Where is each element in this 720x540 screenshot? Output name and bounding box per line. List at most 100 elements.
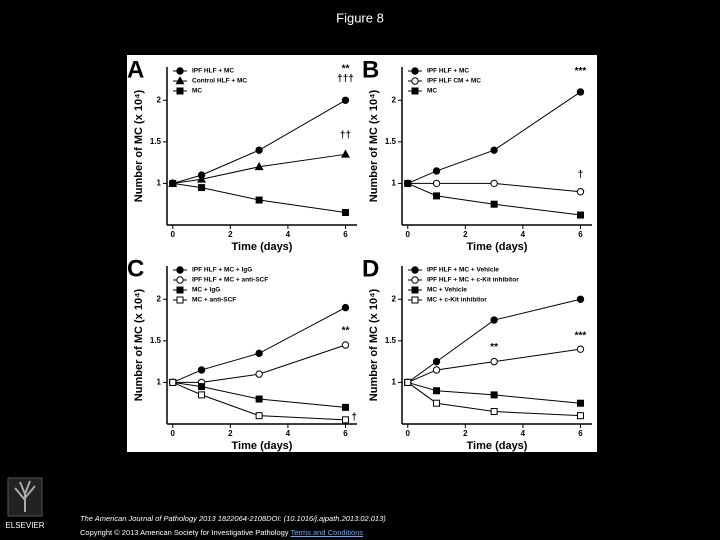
marker xyxy=(254,161,264,171)
marker xyxy=(432,357,441,366)
marker xyxy=(169,378,177,386)
marker xyxy=(404,378,412,386)
y-tick-label: 1 xyxy=(157,378,162,387)
annotation: *** xyxy=(575,330,587,341)
marker xyxy=(433,399,441,407)
legend-label: IPF HLF + MC + c-Kit inhibitor xyxy=(427,277,519,284)
x-tick-label: 0 xyxy=(171,230,176,239)
legend-marker xyxy=(176,276,184,284)
elsevier-logo: ELSEVIER xyxy=(5,477,45,530)
marker xyxy=(433,192,441,200)
x-tick-label: 6 xyxy=(578,230,583,239)
y-tick-label: 2 xyxy=(157,294,162,303)
marker xyxy=(341,341,350,349)
legend-label: IPF HLF + MC + Vehicle xyxy=(427,267,499,274)
annotation: *** xyxy=(575,66,587,77)
marker xyxy=(341,209,349,217)
annotation: ** xyxy=(490,342,498,353)
y-axis-label: Number of MC (x 10⁴) xyxy=(133,288,145,401)
marker xyxy=(576,88,585,96)
annotation: ** xyxy=(342,326,350,337)
x-axis-label: Time (days) xyxy=(232,241,293,253)
marker xyxy=(433,387,441,395)
legend-label: IPF HLF + MC + anti-SCF xyxy=(192,277,268,284)
figure-panel xyxy=(127,55,597,452)
series-line xyxy=(172,182,346,214)
marker xyxy=(576,188,585,196)
legend-label: Control HLF + MC xyxy=(192,78,247,85)
marker xyxy=(255,196,263,204)
y-tick-label: 2 xyxy=(392,95,397,104)
annotation: ** xyxy=(342,63,350,74)
legend-label: MC + c-Kit inhibitor xyxy=(427,297,487,304)
marker xyxy=(341,416,349,424)
y-tick-label: 2 xyxy=(157,95,162,104)
y-axis-label: Number of MC (x 10⁴) xyxy=(368,288,380,401)
x-tick-label: 2 xyxy=(228,429,233,438)
legend-marker xyxy=(175,76,185,85)
panel-letter: C xyxy=(127,255,144,282)
marker xyxy=(404,179,412,187)
legend-marker xyxy=(411,87,419,95)
y-tick-label: 1.5 xyxy=(150,137,162,146)
marker xyxy=(255,146,263,154)
annotation: † xyxy=(351,412,357,423)
marker xyxy=(576,412,584,420)
y-axis-label: Number of MC (x 10⁴) xyxy=(368,89,380,202)
x-tick-label: 4 xyxy=(521,230,526,239)
marker xyxy=(490,200,498,208)
legend-marker xyxy=(411,276,419,284)
annotation: †† xyxy=(340,130,351,141)
legend-marker xyxy=(176,67,184,75)
marker xyxy=(490,408,498,416)
logo-text: ELSEVIER xyxy=(5,521,44,530)
terms-link[interactable]: Terms and Conditions xyxy=(290,528,364,537)
annotation: † xyxy=(578,170,584,181)
x-axis-label: Time (days) xyxy=(467,440,528,452)
x-tick-label: 0 xyxy=(406,429,411,438)
legend-label: IPF HLF + MC + IgG xyxy=(192,267,252,274)
y-axis-label: Number of MC (x 10⁴) xyxy=(133,89,145,202)
x-tick-label: 4 xyxy=(521,429,526,438)
series-line xyxy=(407,182,581,193)
marker xyxy=(341,149,350,158)
marker xyxy=(490,391,498,399)
series-line xyxy=(172,153,346,184)
series-line xyxy=(172,381,346,421)
copyright-line: Copyright © 2013 American Society for In… xyxy=(80,528,363,537)
marker xyxy=(576,345,585,353)
series-line xyxy=(407,348,581,383)
series-line xyxy=(172,381,346,408)
series-line xyxy=(172,307,346,383)
marker xyxy=(198,391,206,399)
x-tick-label: 0 xyxy=(406,230,411,239)
legend-label: MC + anti-SCF xyxy=(192,297,236,304)
marker xyxy=(432,179,441,188)
series-line xyxy=(407,182,581,216)
legend-marker xyxy=(411,296,419,304)
series-line xyxy=(407,382,581,417)
legend-label: IPF HLF + MC xyxy=(427,68,469,75)
marker xyxy=(341,303,350,312)
panel-letter: D xyxy=(362,255,379,282)
marker xyxy=(490,316,498,324)
x-axis-label: Time (days) xyxy=(467,241,528,253)
marker xyxy=(490,357,498,366)
marker xyxy=(169,179,177,187)
legend-label: IPF HLF + MC xyxy=(192,68,234,75)
series-line xyxy=(172,344,346,383)
legend-label: MC xyxy=(192,88,202,95)
series-line xyxy=(407,381,581,404)
marker xyxy=(490,146,498,154)
legend-label: MC + IgG xyxy=(192,287,220,294)
x-tick-label: 0 xyxy=(171,429,176,438)
x-tick-label: 2 xyxy=(228,230,233,239)
legend-marker xyxy=(411,266,419,274)
legend-marker xyxy=(176,266,184,274)
y-tick-label: 1.5 xyxy=(385,336,397,345)
panel-letter: B xyxy=(362,56,379,83)
marker xyxy=(576,399,584,407)
x-tick-label: 6 xyxy=(343,230,348,239)
